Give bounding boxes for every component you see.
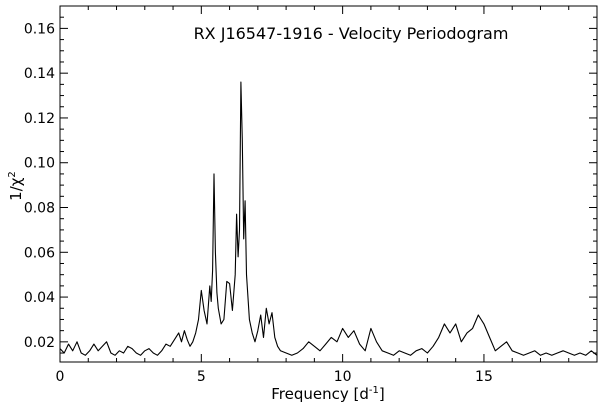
x-tick-label: 5 [197,369,206,385]
y-tick-label: 0.06 [24,245,55,261]
y-axis: 0.02 0.04 0.06 0.08 0.10 0.12 0.14 0.16 [24,16,597,354]
y-tick-label: 0.08 [24,201,55,217]
y-tick-label: 0.12 [24,111,55,127]
y-tick-label: 0.02 [24,335,55,351]
chart-title: RX J16547-1916 - Velocity Periodogram [194,24,509,43]
y-tick-label: 0.10 [24,156,55,172]
plot-frame [59,5,598,363]
periodogram-line [59,81,598,356]
y-tick-label: 0.04 [24,290,55,306]
x-axis: 0 5 10 15 [56,6,598,385]
x-axis-label: Frequency [d-1] [271,385,384,403]
y-tick-label: 0.16 [24,21,55,37]
x-tick-label: 15 [475,369,493,385]
y-axis-label: 1/χ2 [7,171,25,201]
x-tick-label: 10 [334,369,352,385]
x-tick-label: 0 [56,369,65,385]
y-tick-label: 0.14 [24,66,55,82]
